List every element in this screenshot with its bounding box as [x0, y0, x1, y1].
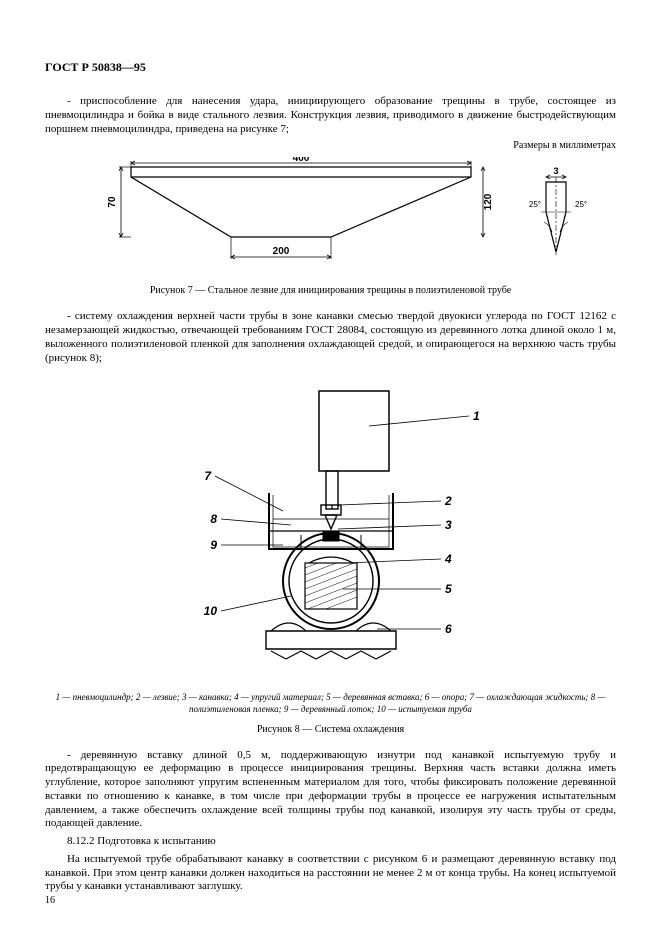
page: ГОСТ Р 50838—95 - приспособление для нан… [0, 0, 661, 936]
svg-text:25°: 25° [528, 200, 540, 209]
figure-8-svg: 1 2 3 4 5 6 7 8 9 10 [171, 371, 491, 681]
svg-text:4: 4 [444, 552, 452, 566]
standard-id-header: ГОСТ Р 50838—95 [45, 60, 616, 75]
figure-8-caption: Рисунок 8 — Система охлаждения [45, 724, 616, 735]
svg-text:70: 70 [107, 196, 118, 208]
body-paragraph-3: На испытуемой трубе обрабатывают канавку… [45, 853, 616, 894]
svg-text:200: 200 [272, 246, 289, 257]
svg-text:400: 400 [292, 157, 309, 164]
figure-7-svg: 400 200 70 120 3 25° 25° [51, 157, 611, 272]
body-paragraph-1: - деревянную вставку длиной 0,5 м, подде… [45, 749, 616, 832]
intro-paragraph: - приспособление для нанесения удара, ин… [45, 95, 616, 136]
svg-text:120: 120 [483, 193, 494, 210]
svg-text:6: 6 [445, 622, 452, 636]
svg-text:7: 7 [204, 469, 212, 483]
svg-text:8: 8 [210, 512, 217, 526]
svg-text:10: 10 [203, 604, 217, 618]
svg-text:1: 1 [473, 409, 480, 423]
svg-text:9: 9 [210, 538, 217, 552]
figure-8-legend: 1 — пневмоцилиндр; 2 — лезвие; 3 — канав… [45, 692, 616, 715]
svg-text:5: 5 [445, 582, 452, 596]
page-number: 16 [45, 895, 55, 906]
paragraph-after-fig7: - систему охлаждения верхней части трубы… [45, 310, 616, 365]
figure-8: 1 2 3 4 5 6 7 8 9 10 [45, 371, 616, 686]
figure-7-caption: Рисунок 7 — Стальное лезвие для иницииро… [45, 285, 616, 296]
svg-text:3: 3 [445, 518, 452, 532]
body-paragraph-2: 8.12.2 Подготовка к испытанию [45, 835, 616, 849]
units-note: Размеры в миллиметрах [45, 140, 616, 151]
svg-text:2: 2 [444, 494, 452, 508]
svg-text:3: 3 [553, 166, 558, 176]
figure-7: 400 200 70 120 3 25° 25° [45, 157, 616, 277]
svg-text:25°: 25° [575, 200, 587, 209]
